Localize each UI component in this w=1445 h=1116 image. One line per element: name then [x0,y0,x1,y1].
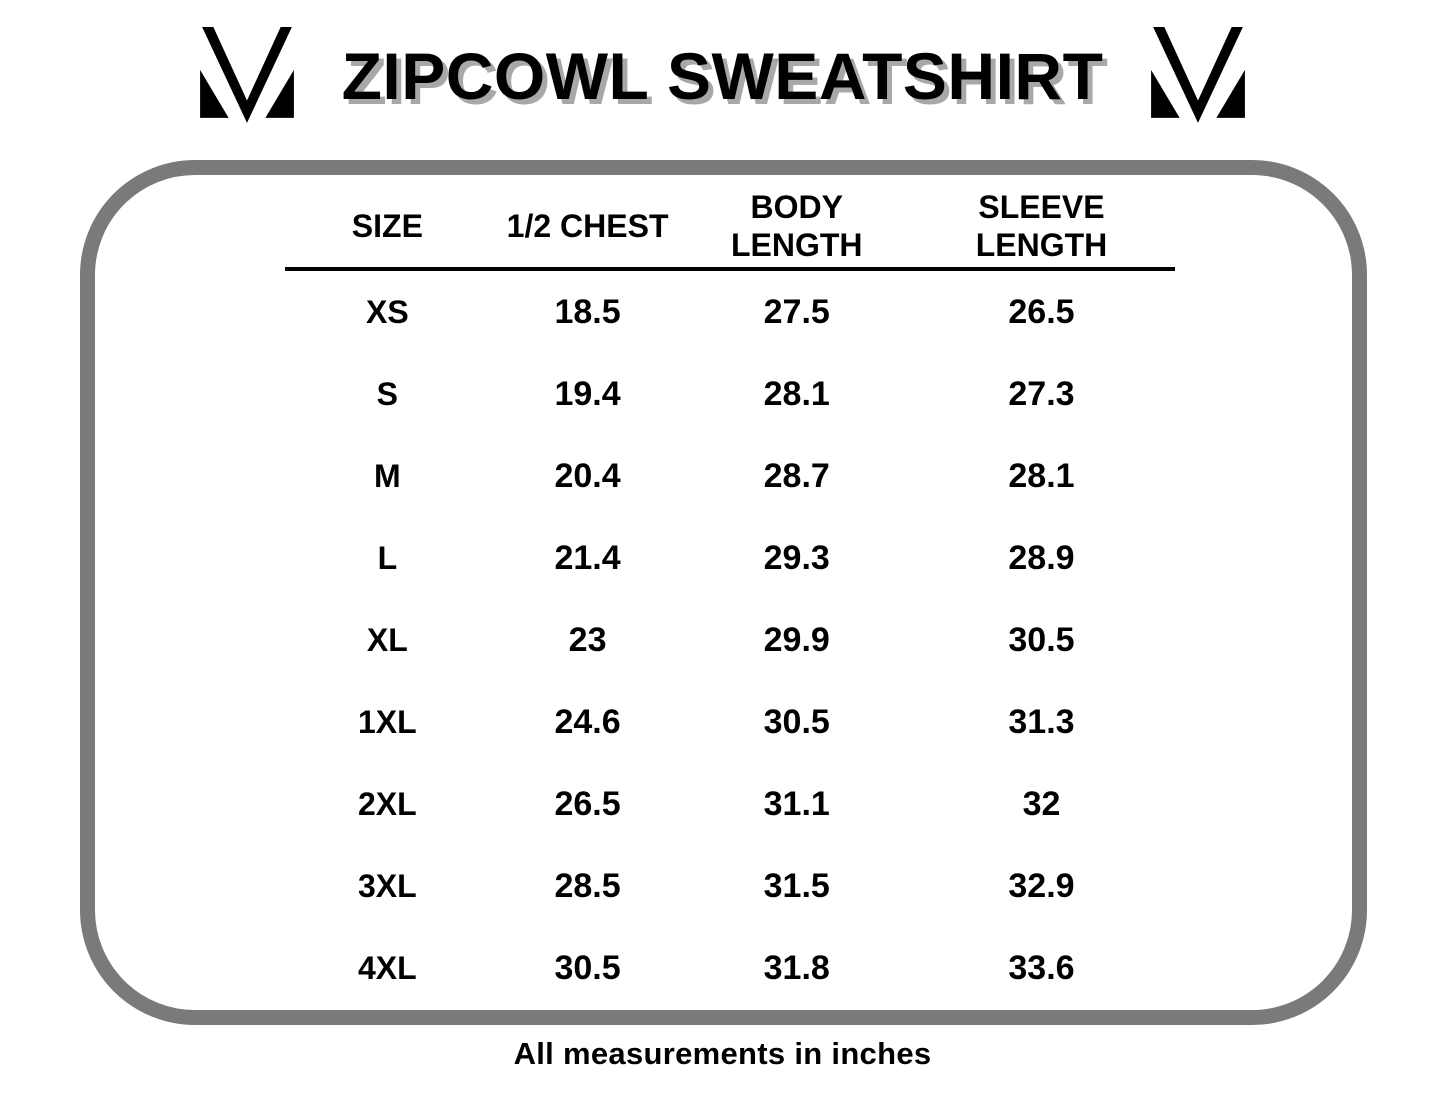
table-header-row: SIZE 1/2 CHEST BODY LENGTH SLEEVE LENGTH [285,188,1175,264]
sleeve-length-cell: 26.5 [1008,293,1075,331]
table-row: 1XL 24.6 30.5 31.3 [285,681,1175,763]
half-chest-cell: 28.5 [554,867,621,905]
sleeve-length-cell: 30.5 [1008,621,1075,659]
half-chest-cell: 21.4 [554,539,621,577]
sleeve-length-cell: 28.1 [1008,457,1075,495]
footer-note: All measurements in inches [513,1036,932,1071]
table-row: 4XL 30.5 31.8 33.6 [285,927,1175,1009]
size-cell: 4XL [358,950,417,986]
body-length-cell: 27.5 [763,293,830,331]
table-row: XS 18.5 27.5 26.5 [285,271,1175,353]
table-row: 2XL 26.5 31.1 32 [285,763,1175,845]
half-chest-cell: 19.4 [554,375,621,413]
sleeve-length-cell: 31.3 [1008,703,1075,741]
size-cell: XS [366,294,409,330]
body-length-cell: 30.5 [763,703,830,741]
size-cell: 3XL [358,868,417,904]
half-chest-cell: 24.6 [554,703,621,741]
body-length-cell: 31.5 [763,867,830,905]
half-chest-cell: 30.5 [554,949,621,987]
table-row: M 20.4 28.7 28.1 [285,435,1175,517]
size-cell: XL [366,622,408,658]
half-chest-cell: 20.4 [554,457,621,495]
brand-monogram-icon [1151,27,1246,123]
column-header-body-length: BODY LENGTH [730,189,863,264]
half-chest-cell: 26.5 [554,785,621,823]
half-chest-cell: 23 [568,621,607,659]
page-title: ZIPCOWL SWEATSHIRT [341,38,1104,113]
sleeve-length-cell: 27.3 [1008,375,1075,413]
body-length-cell: 29.9 [763,621,830,659]
size-table: SIZE 1/2 CHEST BODY LENGTH SLEEVE LENGTH… [285,188,1175,1009]
size-chart-panel [80,160,1367,1025]
sleeve-length-cell: 32.9 [1008,867,1075,905]
sleeve-length-cell: 28.9 [1008,539,1075,577]
column-header-size: SIZE [351,208,423,245]
column-header-half-chest: 1/2 CHEST [506,208,669,245]
body-length-cell: 29.3 [763,539,830,577]
body-length-cell: 31.1 [763,785,830,823]
size-cell: 2XL [358,786,417,822]
size-cell: 1XL [358,704,417,740]
table-row: L 21.4 29.3 28.9 [285,517,1175,599]
table-row: S 19.4 28.1 27.3 [285,353,1175,435]
column-header-sleeve-length: SLEEVE LENGTH [975,189,1108,264]
sleeve-length-cell: 33.6 [1008,949,1075,987]
size-cell: L [377,540,398,576]
table-row: 3XL 28.5 31.5 32.9 [285,845,1175,927]
header-divider [285,267,1175,271]
body-length-cell: 28.1 [763,375,830,413]
brand-monogram-icon [199,27,294,123]
body-length-cell: 31.8 [763,949,830,987]
sleeve-length-cell: 32 [1022,785,1061,823]
body-length-cell: 28.7 [763,457,830,495]
brand-header: ZIPCOWL SWEATSHIRT [0,20,1445,132]
table-body: XS 18.5 27.5 26.5 S 19.4 28.1 27.3 M 20.… [285,271,1175,1009]
half-chest-cell: 18.5 [554,293,621,331]
table-row: XL 23 29.9 30.5 [285,599,1175,681]
size-cell: S [376,376,399,412]
size-cell: M [374,458,401,494]
